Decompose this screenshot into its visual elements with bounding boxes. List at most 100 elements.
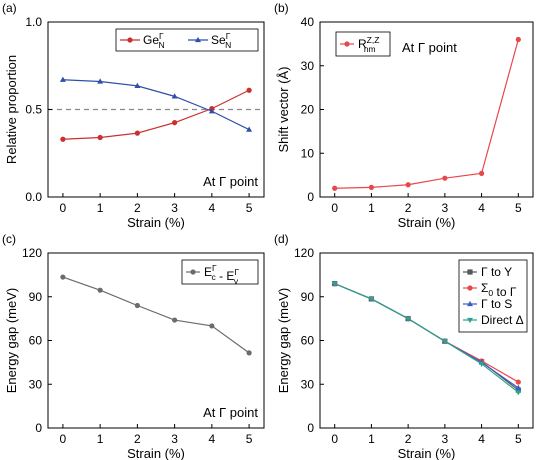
- data-point: [134, 82, 141, 88]
- x-tick-label: 0: [60, 201, 67, 215]
- data-point: [60, 274, 66, 280]
- panel-a: (a) 0 1 2 3 4 5 0.0 0.5 1.0 Strain (%) Relative pro…: [2, 1, 265, 230]
- data-point: [441, 339, 448, 345]
- legend-label: Direct Δ: [481, 313, 524, 327]
- series-line-0: [62, 276, 250, 354]
- panel-b: (b) 0 1 2 3 4 5 0 10 20 30 40 Strain (%) Shift vector…: [274, 1, 534, 230]
- panel-label: (d): [274, 232, 289, 246]
- x-tick-label: 2: [134, 432, 141, 446]
- x-tick-label: 3: [442, 432, 449, 446]
- data-point: [515, 390, 522, 396]
- y-tick-label: 0: [307, 421, 314, 435]
- legend-marker: [467, 300, 473, 307]
- y-axis-label: Energy gap (meV): [4, 288, 19, 394]
- x-axis-label: Strain (%): [398, 215, 456, 230]
- y-tick-label: 90: [301, 290, 315, 304]
- data-point: [134, 302, 140, 309]
- data-point: [97, 78, 104, 84]
- legend-marker: [190, 269, 196, 275]
- legend-label: EΓ c - EΓ v: [204, 263, 239, 286]
- x-axis-label: Strain (%): [398, 446, 456, 460]
- legend-box: [335, 31, 391, 57]
- x-tick-label: 4: [209, 432, 216, 446]
- y-tick-label: 120: [294, 246, 314, 260]
- data-point: [515, 36, 521, 43]
- x-tick-label: 3: [171, 201, 178, 215]
- x-tick-label: 3: [442, 201, 449, 215]
- legend-box: [115, 28, 259, 52]
- data-point: [59, 76, 66, 82]
- x-axis-label: Strain (%): [127, 215, 185, 230]
- x-tick-label: 0: [331, 432, 338, 446]
- x-tick-label: 2: [405, 432, 412, 446]
- data-point: [331, 281, 338, 287]
- data-point: [478, 170, 485, 176]
- x-tick-label: 3: [171, 432, 178, 446]
- data-point: [246, 87, 252, 93]
- x-tick-label: 4: [478, 201, 485, 215]
- x-tick-label: 5: [246, 201, 253, 215]
- data-point: [515, 384, 522, 390]
- data-point: [209, 323, 215, 329]
- data-point: [134, 130, 140, 136]
- y-tick-label: 40: [301, 15, 315, 29]
- x-tick-label: 1: [97, 432, 104, 446]
- data-point: [368, 296, 375, 303]
- y-axis-label: Shift vector (Å): [276, 67, 291, 153]
- y-tick-label: 0.5: [25, 103, 42, 117]
- data-point: [332, 185, 338, 191]
- legend-label: Γ to S: [481, 297, 512, 311]
- x-tick-label: 5: [246, 432, 253, 446]
- panel-label: (b): [274, 1, 289, 15]
- legend-marker: [344, 41, 350, 47]
- y-tick-label: 60: [301, 334, 315, 348]
- panel-label: (c): [2, 232, 16, 246]
- data-point: [172, 317, 178, 323]
- y-tick-label: 90: [29, 290, 43, 304]
- legend-marker: [467, 317, 473, 324]
- y-tick-label: 1.0: [25, 15, 42, 29]
- data-point: [208, 108, 215, 114]
- data-point: [97, 134, 103, 141]
- data-point: [442, 175, 448, 181]
- annotation: At Γ point: [402, 40, 457, 55]
- data-point: [97, 287, 103, 293]
- legend-label: GeΓ N: [143, 31, 165, 50]
- series-line-1: [62, 79, 250, 131]
- legend-marker: [467, 269, 473, 275]
- legend-marker: [467, 285, 473, 291]
- x-axis-label: Strain (%): [127, 446, 185, 460]
- y-tick-label: 30: [301, 59, 315, 73]
- legend: Γ to Y Σ0 to ΓΓ to S Direct Δ: [458, 259, 528, 333]
- data-point: [405, 316, 412, 322]
- x-tick-label: 1: [368, 432, 375, 446]
- legend: RZ,Z nm: [335, 31, 391, 57]
- data-point: [246, 126, 253, 132]
- y-tick-label: 30: [301, 377, 315, 391]
- legend: GeΓ N SeΓ N: [115, 28, 259, 52]
- legend-label: Γ to Y: [481, 265, 512, 279]
- data-point: [515, 387, 521, 393]
- panel-label: (a): [2, 1, 17, 15]
- y-axis-label: Relative proportion: [4, 55, 19, 164]
- x-tick-label: 1: [97, 201, 104, 215]
- legend-marker: [127, 37, 133, 43]
- data-point: [171, 93, 178, 99]
- data-point: [478, 361, 485, 367]
- data-point: [246, 350, 252, 356]
- x-tick-label: 5: [515, 432, 522, 446]
- x-tick-label: 0: [60, 432, 67, 446]
- y-tick-label: 60: [29, 334, 43, 348]
- x-tick-label: 5: [515, 201, 522, 215]
- legend-marker: [195, 36, 201, 43]
- x-tick-label: 2: [134, 201, 141, 215]
- data-point: [405, 182, 411, 188]
- x-tick-label: 4: [209, 201, 216, 215]
- panel-c: (c) 0 1 2 3 4 5 0 30 60 90 120 Strain (%) Energy gap …: [2, 232, 265, 460]
- y-tick-label: 20: [301, 103, 315, 117]
- legend: EΓ c - EΓ v: [181, 259, 259, 286]
- data-point: [60, 136, 66, 142]
- y-axis-label: Energy gap (meV): [276, 288, 291, 394]
- legend-label: Σ0 to Γ: [481, 281, 517, 299]
